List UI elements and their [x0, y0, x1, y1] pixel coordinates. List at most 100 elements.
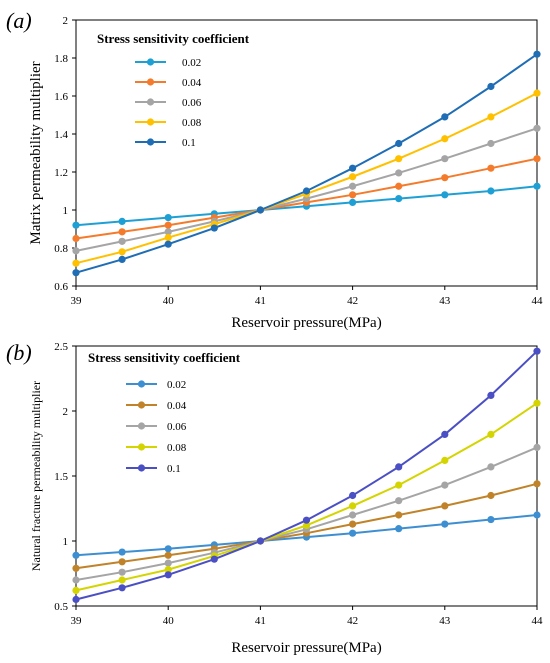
legend-swatch-marker: [137, 464, 146, 472]
data-point: [533, 124, 541, 132]
data-point: [72, 269, 80, 277]
data-point: [72, 586, 80, 595]
data-point: [164, 551, 172, 559]
data-point: [487, 515, 495, 524]
legend-label: 0.08: [182, 117, 202, 129]
data-point: [256, 537, 264, 545]
x-tick-label: 43: [439, 615, 451, 627]
panel-label: (b): [6, 340, 32, 365]
x-tick-label: 43: [439, 295, 451, 307]
x-axis-label: Reservoir pressure(MPa): [231, 640, 381, 656]
y-tick-label: 1.5: [54, 471, 68, 483]
y-tick-label: 1.4: [54, 129, 68, 141]
x-tick-label: 41: [255, 615, 266, 627]
data-point: [164, 545, 172, 553]
data-point: [118, 255, 126, 263]
legend-label: 0.02: [182, 57, 201, 69]
data-point: [302, 516, 311, 524]
data-point: [395, 155, 403, 163]
data-point: [395, 182, 403, 190]
data-point: [72, 259, 80, 267]
legend-label: 0.04: [167, 400, 187, 412]
y-axis-label: Matrix permeability multiplier: [28, 61, 44, 244]
y-tick-label: 1: [63, 536, 69, 548]
data-point: [441, 113, 449, 121]
data-point: [164, 233, 172, 242]
y-axis-label: Natural fracture permeability multiplier: [29, 381, 43, 571]
data-point: [533, 399, 541, 407]
data-point: [441, 191, 449, 199]
data-point: [118, 576, 126, 584]
legend-swatch-marker: [146, 78, 155, 86]
y-tick-label: 0.8: [54, 243, 68, 255]
data-point: [441, 481, 449, 489]
data-point: [487, 113, 495, 121]
data-point: [72, 247, 80, 255]
data-point: [441, 520, 449, 528]
legend-swatch-marker: [146, 138, 155, 146]
data-point: [164, 559, 172, 567]
data-point: [349, 529, 357, 537]
data-point: [349, 520, 357, 528]
y-tick-label: 1.8: [54, 53, 68, 65]
data-point: [487, 491, 495, 500]
data-point: [349, 182, 357, 190]
y-tick-label: 0.6: [54, 281, 68, 293]
data-point: [349, 173, 357, 181]
x-axis-label: Reservoir pressure(MPa): [231, 315, 381, 331]
chart-panel-1: 39 40 41 42 43 44 0.6 0.8 1 1.2 1.4 1.6 1.8 2 Reservoi…: [6, 8, 543, 331]
data-point: [118, 228, 126, 236]
data-point: [210, 224, 218, 232]
data-point: [349, 164, 357, 172]
data-point: [118, 217, 126, 225]
y-tick-label: 1.2: [54, 167, 68, 179]
legend-label: 0.02: [167, 379, 186, 391]
data-point: [395, 481, 403, 489]
data-point: [349, 198, 357, 206]
x-tick-label: 39: [71, 615, 83, 627]
plot-area-frame: [75, 19, 538, 287]
data-point: [164, 214, 172, 222]
data-point: [164, 571, 172, 579]
y-tick-label: 0.5: [54, 601, 68, 613]
data-point: [533, 511, 541, 519]
data-point: [441, 456, 449, 464]
data-point: [72, 595, 80, 604]
data-point: [487, 164, 495, 172]
data-point: [441, 430, 449, 438]
data-point: [487, 430, 495, 438]
legend-swatch-marker: [146, 118, 155, 126]
legend-swatch-marker: [137, 401, 146, 409]
data-point: [118, 237, 126, 245]
x-tick-label: 44: [532, 615, 544, 627]
data-point: [72, 551, 80, 559]
legend-swatch-marker: [137, 443, 146, 451]
data-point: [256, 206, 264, 214]
data-point: [118, 558, 126, 566]
x-tick-label: 40: [163, 295, 175, 307]
panel-label: (a): [6, 8, 32, 33]
data-point: [395, 525, 403, 533]
y-tick-label: 2.5: [54, 341, 68, 353]
series-line-0.1: [75, 53, 538, 274]
data-point: [118, 584, 126, 592]
x-tick-label: 42: [347, 295, 358, 307]
y-tick-label: 2: [63, 406, 69, 418]
data-point: [210, 555, 218, 563]
legend-swatch-marker: [146, 98, 155, 106]
legend-swatch-marker: [137, 380, 146, 388]
data-point: [441, 502, 449, 510]
data-point: [349, 511, 357, 519]
data-point: [533, 182, 541, 190]
data-point: [72, 564, 80, 572]
y-tick-label: 2: [63, 15, 69, 27]
data-point: [395, 169, 403, 177]
data-point: [164, 228, 172, 236]
data-point: [302, 187, 311, 195]
data-point: [533, 50, 541, 58]
data-point: [487, 139, 495, 148]
data-point: [395, 511, 403, 519]
data-point: [441, 155, 449, 163]
series-line-0.08: [75, 402, 538, 592]
data-point: [441, 135, 449, 143]
